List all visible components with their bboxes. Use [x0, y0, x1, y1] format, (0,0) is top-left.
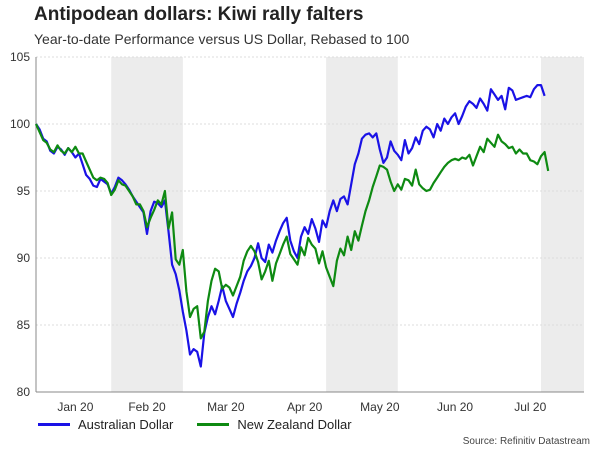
x-tick-label: Mar 20: [207, 400, 245, 414]
legend-label-nzd: New Zealand Dollar: [237, 417, 352, 432]
source-note: Source: Refinitiv Datastream: [462, 436, 590, 447]
series-lines: [34, 84, 550, 368]
legend-item-aud: Australian Dollar: [38, 417, 173, 432]
x-tick-label: Jun 20: [437, 400, 473, 414]
legend-label-aud: Australian Dollar: [78, 417, 174, 432]
legend-swatch-aud: [38, 423, 70, 426]
x-tick-label: Jan 20: [57, 400, 93, 414]
series-line-nzd: [34, 123, 550, 340]
shaded-bands: [111, 57, 584, 392]
series-line-aud: [35, 84, 546, 368]
y-tick-label: 80: [17, 385, 31, 399]
y-tick-label: 90: [17, 251, 31, 265]
x-tick-label: Feb 20: [128, 400, 166, 414]
y-tick-labels: 80 85 90 95 100 105: [10, 50, 30, 399]
x-tick-label: May 20: [360, 400, 400, 414]
x-tick-label: Apr 20: [287, 400, 323, 414]
legend: Australian Dollar New Zealand Dollar: [38, 417, 376, 432]
chart-title: Antipodean dollars: Kiwi rally falters: [34, 4, 364, 25]
y-tick-label: 95: [17, 184, 31, 198]
axes: [35, 57, 584, 393]
y-tick-label: 105: [10, 50, 30, 64]
legend-swatch-nzd: [197, 423, 230, 426]
y-tick-label: 85: [17, 318, 31, 332]
y-tick-label: 100: [10, 117, 30, 131]
gridlines: [36, 56, 584, 326]
shaded-band-2: [541, 57, 584, 392]
chart-subtitle: Year-to-date Performance versus US Dolla…: [34, 31, 410, 47]
x-tick-label: Jul 20: [514, 400, 546, 414]
legend-item-nzd: New Zealand Dollar: [197, 417, 352, 432]
x-tick-labels: Jan 20 Feb 20 Mar 20 Apr 20 May 20 Jun 20 Jul …: [57, 400, 546, 414]
